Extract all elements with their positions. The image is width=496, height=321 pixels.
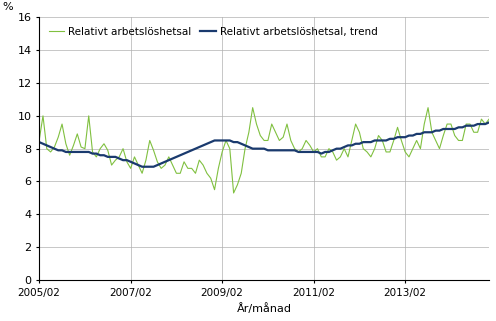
Relativt arbetslöshetsal: [249, 106, 255, 109]
Y-axis label: %: %: [2, 2, 13, 12]
Relativt arbetslöshetsal: [429, 130, 435, 134]
X-axis label: År/månad: År/månad: [237, 303, 292, 314]
Relativt arbetslöshetsal, trend: [486, 120, 492, 124]
Legend: Relativt arbetslöshetsal, Relativt arbetslöshetsal, trend: Relativt arbetslöshetsal, Relativt arbet…: [44, 22, 381, 41]
Relativt arbetslöshetsal: [127, 166, 133, 170]
Relativt arbetslöshetsal, trend: [303, 150, 309, 154]
Line: Relativt arbetslöshetsal: Relativt arbetslöshetsal: [39, 108, 489, 193]
Relativt arbetslöshetsal: [486, 117, 492, 121]
Relativt arbetslöshetsal: [372, 147, 377, 151]
Relativt arbetslöshetsal, trend: [127, 160, 133, 164]
Relativt arbetslöshetsal, trend: [36, 140, 42, 144]
Relativt arbetslöshetsal, trend: [402, 135, 408, 139]
Relativt arbetslöshetsal, trend: [425, 130, 431, 134]
Relativt arbetslöshetsal: [307, 143, 313, 147]
Relativt arbetslöshetsal: [406, 155, 412, 159]
Relativt arbetslöshetsal, trend: [181, 152, 187, 155]
Relativt arbetslöshetsal: [177, 171, 183, 175]
Line: Relativt arbetslöshetsal, trend: Relativt arbetslöshetsal, trend: [39, 122, 489, 167]
Relativt arbetslöshetsal: [36, 139, 42, 143]
Relativt arbetslöshetsal: [231, 191, 237, 195]
Relativt arbetslöshetsal, trend: [368, 140, 374, 144]
Relativt arbetslöshetsal, trend: [139, 165, 145, 169]
